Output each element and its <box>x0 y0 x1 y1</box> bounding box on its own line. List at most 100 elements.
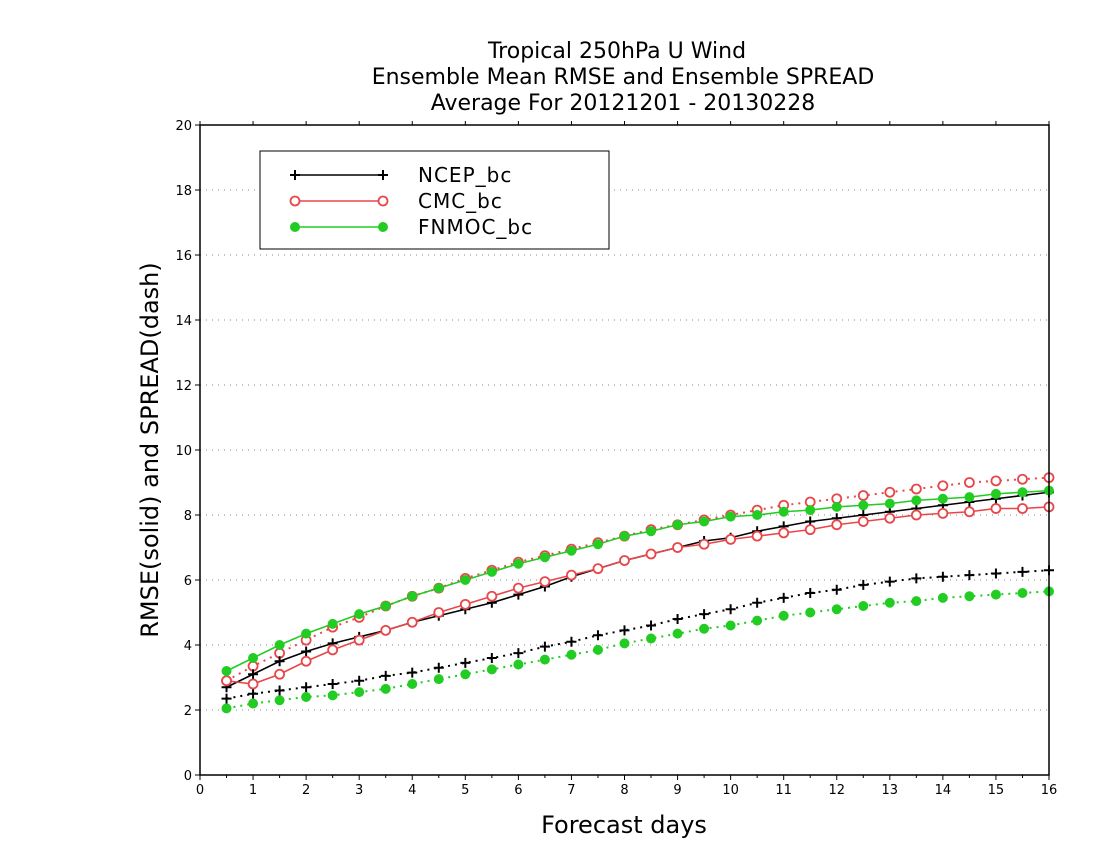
NCEP_bc-spread-point <box>539 641 550 652</box>
FNMOC_bc-spread-point <box>592 644 603 655</box>
NCEP_bc-spread-point <box>805 588 816 598</box>
x-tick-label: 11 <box>775 783 792 798</box>
y-tick-label: 8 <box>184 509 192 524</box>
FNMOC_bc-spread-point <box>911 596 922 607</box>
NCEP_bc-spread-point <box>831 584 842 595</box>
FNMOC_bc-rmse-point <box>354 609 365 620</box>
legend-box <box>259 150 610 250</box>
FNMOC_bc-rmse-point <box>805 505 816 516</box>
x-axis-label: Forecast days <box>541 811 707 839</box>
FNMOC_bc-rmse-point <box>1017 487 1028 498</box>
series <box>221 472 1055 714</box>
x-tick-label: 14 <box>935 783 952 798</box>
y-tick-label: 18 <box>175 184 192 199</box>
y-tick-label: 12 <box>175 379 192 394</box>
FNMOC_bc-spread-line <box>226 590 1050 710</box>
CMC_bc-spread-point <box>990 475 1002 487</box>
legend-label-FNMOC_bc: FNMOC_bc <box>418 215 533 239</box>
FNMOC_bc-rmse-point <box>964 492 975 503</box>
FNMOC_bc-rmse-point <box>274 640 285 650</box>
x-tick-label: 9 <box>673 783 681 798</box>
CMC_bc-rmse-point <box>433 607 445 618</box>
CMC_bc-spread-point <box>1017 473 1028 485</box>
FNMOC_bc-spread-point <box>699 623 710 634</box>
FNMOC_bc-spread-point <box>380 683 391 694</box>
y-tick-label: 16 <box>175 249 192 264</box>
CMC_bc-rmse-point <box>645 548 657 560</box>
x-tick-label: 6 <box>514 783 522 798</box>
FNMOC_bc-spread-point <box>221 703 232 714</box>
FNMOC_bc-rmse-point <box>327 618 338 629</box>
FNMOC_bc-rmse-point <box>513 558 524 569</box>
CMC_bc-rmse-point <box>486 590 498 602</box>
chart-title-line-2: Ensemble Mean RMSE and Ensemble SPREAD <box>372 65 875 90</box>
chart-title-line-3: Average For 20121201 - 20130228 <box>431 91 816 116</box>
CMC_bc-rmse-point <box>1017 503 1028 514</box>
NCEP_bc-spread-point <box>407 667 418 678</box>
NCEP_bc-spread-point <box>592 630 603 641</box>
FNMOC_bc-spread-point <box>619 638 630 649</box>
CMC_bc-rmse-point <box>459 598 471 610</box>
x-tick-label: 3 <box>355 783 363 798</box>
CMC_bc-rmse-point <box>804 524 816 536</box>
NCEP_bc-rmse-point <box>274 656 285 667</box>
CMC_bc-rmse-point <box>937 507 949 519</box>
CMC_bc-rmse-point <box>857 516 869 527</box>
NCEP_bc-spread-point <box>884 576 895 587</box>
NCEP_bc-spread-point <box>221 693 232 704</box>
FNMOC_bc-rmse-point <box>433 583 444 594</box>
NCEP_bc-spread-point <box>937 571 948 582</box>
NCEP_bc-spread-point <box>301 682 312 693</box>
FNMOC_bc-spread-point <box>937 592 948 603</box>
FNMOC_bc-spread-point <box>274 695 285 706</box>
x-tick-label: 7 <box>567 783 575 798</box>
legend-marker-start-CMC_bc <box>289 195 301 207</box>
NCEP_bc-spread-point <box>964 570 975 581</box>
FNMOC_bc-spread-point <box>646 633 657 644</box>
FNMOC_bc-rmse-point <box>699 516 710 527</box>
FNMOC_bc-spread-point <box>725 620 736 631</box>
CMC_bc-rmse-point <box>619 555 630 566</box>
legend-marker-end-NCEP_bc <box>378 170 388 180</box>
CMC_bc-rmse-point <box>353 634 365 646</box>
CMC_bc-rmse-point <box>698 538 710 550</box>
CMC_bc-rmse-point <box>274 668 285 680</box>
y-tick-label: 10 <box>175 444 192 459</box>
x-tick-label: 16 <box>1041 783 1058 798</box>
FNMOC_bc-rmse-point <box>619 531 630 542</box>
y-axis-label: RMSE(solid) and SPREAD(dash) <box>136 262 164 638</box>
legend-marker-end-FNMOC_bc <box>378 222 388 232</box>
legend-marker-start-NCEP_bc <box>290 170 300 180</box>
NCEP_bc-spread-point <box>274 685 285 696</box>
FNMOC_bc-spread-point <box>672 628 683 639</box>
FNMOC_bc-spread-point <box>460 669 471 680</box>
NCEP_bc-spread-point <box>327 679 338 689</box>
x-tick-label: 4 <box>408 783 416 798</box>
FNMOC_bc-rmse-point <box>884 498 895 509</box>
FNMOC_bc-rmse-point <box>752 510 763 520</box>
CMC_bc-rmse-point <box>592 563 604 575</box>
FNMOC_bc-rmse-point <box>725 511 736 522</box>
NCEP_bc-spread-point <box>619 625 630 636</box>
NCEP_bc-spread-point <box>566 636 577 647</box>
y-tick-label: 0 <box>184 769 192 784</box>
NCEP_bc-spread-point <box>248 688 259 699</box>
FNMOC_bc-rmse-point <box>301 628 312 639</box>
NCEP_bc-spread-point <box>433 662 444 673</box>
CMC_bc-rmse-point <box>221 675 232 687</box>
NCEP_bc-spread-point <box>858 579 869 590</box>
CMC_bc-rmse-point <box>380 624 392 636</box>
FNMOC_bc-spread-point <box>301 692 312 702</box>
chart-title-line-1: Tropical 250hPa U Wind <box>487 39 746 64</box>
NCEP_bc-spread-point <box>486 653 497 663</box>
FNMOC_bc-spread-point <box>778 610 789 621</box>
NCEP_bc-spread-point <box>725 604 736 615</box>
x-tick-label: 5 <box>461 783 469 798</box>
CMC_bc-rmse-point <box>884 512 896 524</box>
FNMOC_bc-spread-point <box>964 591 975 602</box>
y-tick-label: 6 <box>184 574 192 589</box>
FNMOC_bc-rmse-point <box>460 575 471 585</box>
FNMOC_bc-rmse-point <box>911 495 922 506</box>
